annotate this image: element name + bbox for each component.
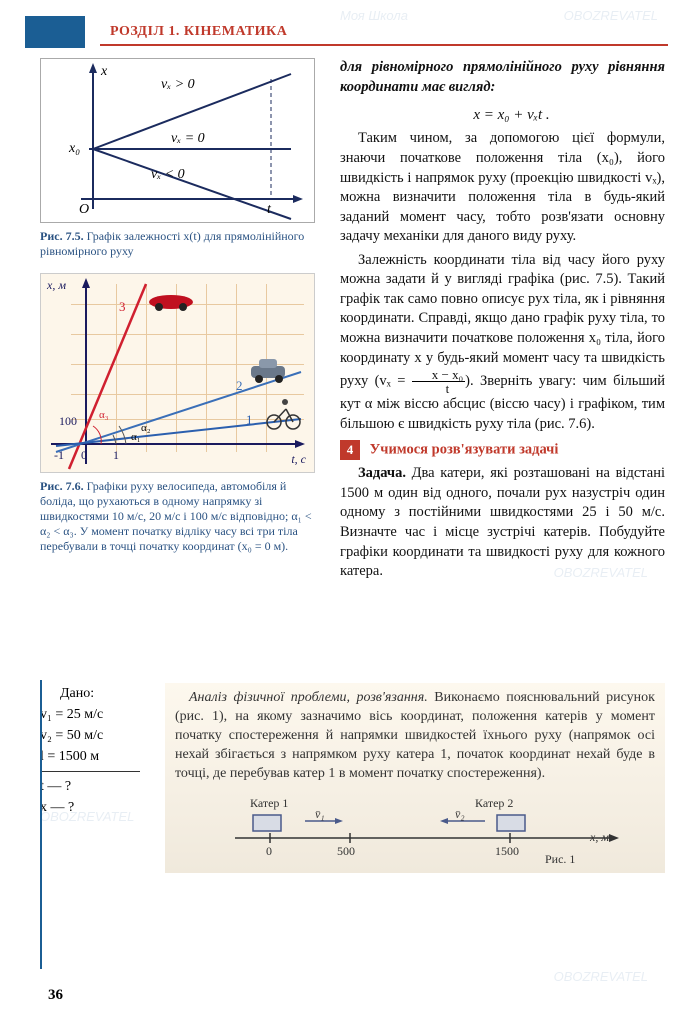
- chapter-title: РОЗДІЛ 1. КІНЕМАТИКА: [110, 24, 287, 40]
- v1-arrow-label: v̄₁: [315, 806, 325, 822]
- section-4-title: Учимося розв'язувати задачі: [370, 442, 559, 458]
- axis-y-label: x, м: [47, 278, 66, 293]
- given-block: Дано: v₁ = 25 м/с v₂ = 50 м/с l = 1500 м…: [40, 683, 155, 818]
- alpha2-label: α₂: [141, 422, 151, 434]
- dano-v1: v₁ = 25 м/с: [40, 704, 155, 725]
- axis-x-label: x, м: [590, 829, 609, 845]
- kater1-label: Катер 1: [250, 795, 288, 811]
- rys1-svg: [175, 793, 655, 863]
- dano-v2: v₂ = 50 м/с: [40, 725, 155, 746]
- page-content: x x₀ O t vₓ > 0 vₓ = 0 vₓ < 0 Рис. 7.5. …: [40, 58, 658, 984]
- dano-q1: t — ?: [40, 776, 155, 797]
- origin-label: O: [79, 202, 89, 218]
- header-underline: [100, 44, 668, 46]
- problem-text: Задача. Два катери, які розташовані на в…: [340, 464, 665, 581]
- left-column: x x₀ O t vₓ > 0 vₓ = 0 vₓ < 0 Рис. 7.5. …: [40, 58, 325, 554]
- ytick-100: 100: [59, 414, 77, 429]
- intro-italic: для рівномірного прямолінійного руху рів…: [340, 58, 665, 97]
- dano-title: Дано:: [40, 683, 155, 704]
- section-number-badge: 4: [340, 440, 360, 460]
- analysis-paragraph: Аналіз фізичної проблеми, розв'язання. В…: [175, 689, 655, 783]
- line3-label: 3: [119, 299, 126, 315]
- frac-den: t: [412, 382, 465, 395]
- figure-7-5: x x₀ O t vₓ > 0 vₓ = 0 vₓ < 0: [40, 58, 315, 223]
- figure-7-5-caption: Рис. 7.5. Графік залежності x(t) для пря…: [40, 229, 315, 259]
- dano-q2: x — ?: [40, 797, 155, 818]
- tick-500: 500: [337, 843, 355, 859]
- axis-x-label: t, с: [291, 452, 306, 467]
- line1-label: 1: [246, 412, 253, 428]
- figure-rys-1: Катер 1 Катер 2 v̄₁ v̄₂ 0 500 1500 x, м …: [175, 793, 655, 863]
- fig75-caption-label: Рис. 7.5.: [40, 229, 84, 243]
- paragraph-3: Залежність координати тіла від часу його…: [340, 251, 665, 435]
- fraction-vx: x − x₀t: [412, 368, 465, 395]
- dano-l: l = 1500 м: [40, 746, 155, 767]
- axis-y-label: x: [101, 64, 107, 80]
- paragraph-2: Таким чином, за допомогою цієї формули, …: [340, 129, 665, 246]
- margin-rule: [40, 680, 42, 969]
- figure-7-6-caption: Рис. 7.6. Графіки руху велосипеда, автом…: [40, 479, 315, 554]
- kater2-label: Катер 2: [475, 795, 513, 811]
- vx-neg-label: vₓ < 0: [151, 167, 185, 183]
- zadacha-label: Задача.: [358, 465, 406, 481]
- xtick-neg1: -1: [54, 448, 64, 463]
- axis-x-label: t: [267, 202, 271, 218]
- tick-0: 0: [266, 843, 272, 859]
- figure-7-6: x, м 100 -1 0 1 t, с 1 2 3 α₁ α₂ α₃: [40, 273, 315, 473]
- line2-label: 2: [236, 378, 243, 394]
- alpha3-label: α₃: [99, 409, 109, 421]
- watermark-left: Моя Школа: [340, 8, 408, 23]
- textbook-page: Моя Школа OBOZREVATEL Моя Школа OBOZREVA…: [0, 0, 688, 1024]
- tick-1500: 1500: [495, 843, 519, 859]
- right-column: для рівномірного прямолінійного руху рів…: [340, 58, 665, 586]
- p3-vx: руху (vₓ =: [340, 373, 412, 389]
- analysis-title: Аналіз фізичної проблеми, розв'язання.: [189, 690, 428, 705]
- analysis-block: Аналіз фізичної проблеми, розв'язання. В…: [165, 683, 665, 873]
- rys1-caption: Рис. 1: [545, 851, 575, 867]
- p3-part-a: Залежність координати тіла від часу його…: [340, 252, 665, 366]
- header-color-tab: [25, 16, 85, 48]
- v2-arrow-label: v̄₂: [455, 806, 465, 822]
- chapter-header: РОЗДІЛ 1. КІНЕМАТИКА: [0, 22, 688, 50]
- vx-zero-label: vₓ = 0: [171, 131, 205, 147]
- zadacha-text: Два катери, які розташовані на відстані …: [340, 465, 665, 579]
- formula-coordinate: x = x₀ + vₓt .: [340, 105, 665, 125]
- xtick-1: 1: [113, 448, 119, 463]
- graph-7-6-svg: [41, 274, 316, 474]
- alpha1-label: α₁: [131, 431, 141, 443]
- frac-num: x − x₀: [412, 368, 465, 382]
- origin-label: 0: [81, 448, 87, 463]
- page-number: 36: [48, 987, 63, 1004]
- section-4-header: 4 Учимося розв'язувати задачі: [340, 440, 665, 460]
- x0-label: x₀: [69, 141, 80, 157]
- vx-pos-label: vₓ > 0: [161, 77, 195, 93]
- watermark-right: OBOZREVATEL: [564, 8, 658, 23]
- fig76-caption-label: Рис. 7.6.: [40, 479, 84, 493]
- dano-separator: [40, 771, 140, 772]
